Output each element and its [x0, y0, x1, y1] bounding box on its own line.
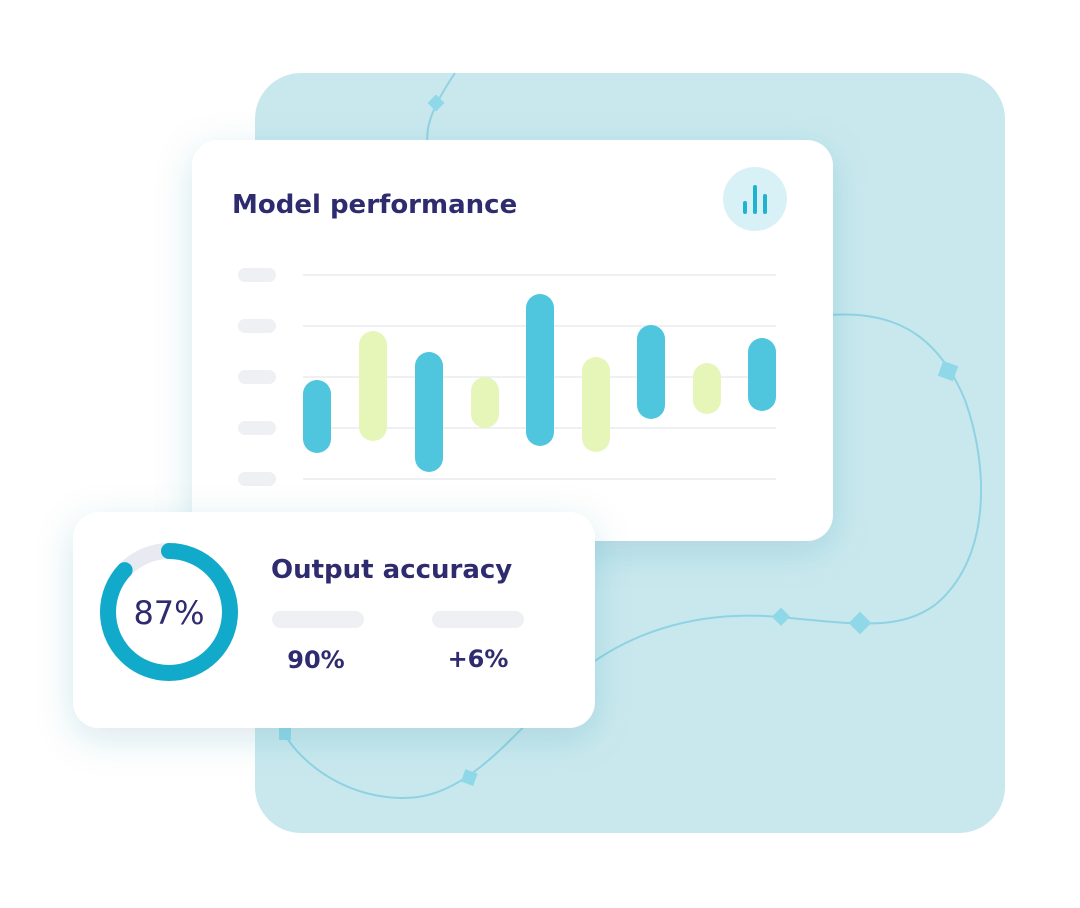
gauge-label: 87% [133, 594, 204, 632]
stat: +6% [448, 645, 509, 673]
gauge-arc [100, 543, 238, 681]
card-title: Model performance [232, 190, 517, 220]
placeholder [272, 611, 364, 628]
decor-bars [303, 294, 776, 472]
card [192, 140, 833, 541]
placeholder [432, 611, 524, 628]
stat: 90% [287, 646, 344, 674]
accuracy-card: 87% Output accuracy 90% +6% [73, 512, 595, 728]
model-card: Model performance [192, 140, 833, 541]
icon-bars [743, 185, 767, 214]
label-placeholders [238, 268, 276, 486]
decor-nodes [279, 94, 959, 786]
card-title: Output accuracy [271, 555, 512, 585]
